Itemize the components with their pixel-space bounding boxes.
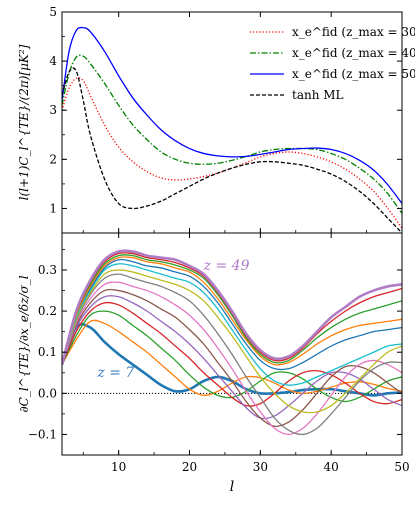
y-axis-label: l(l+1)C_l^{TE}/(2π)[μK²] — [17, 44, 31, 200]
y-tick-label: 5 — [49, 5, 57, 19]
x-tick-label: 10 — [111, 460, 126, 474]
bottom-panel: −0.1 0.0 0.1 0.2 0.3 10 20 30 40 50 l ∂C_l^{TE}/∂x_… — [17, 232, 410, 495]
series-line-0-2 — [62, 26, 402, 204]
legend-label: tanh ML — [292, 88, 344, 102]
legend-label: x_e^fid (z_max = 30) — [292, 25, 415, 39]
axes-frame — [61, 232, 403, 456]
legend-label: x_e^fid (z_max = 40) — [292, 46, 415, 60]
y-tick-label: 2 — [49, 152, 57, 166]
y-axis-label: ∂C_l^{TE}/∂x_e/δz/σ_l — [17, 275, 31, 412]
y-tick-label: 4 — [49, 54, 57, 68]
series-line-1-1 — [62, 319, 402, 397]
x-tick-label: 20 — [182, 460, 197, 474]
annotation-label-1: z = 7 — [96, 365, 134, 381]
series-line-1-7 — [62, 273, 402, 436]
series-line-1-11 — [62, 256, 402, 366]
y-tick-label: 0.0 — [38, 386, 57, 400]
series-line-1-14 — [62, 249, 402, 365]
series-line-1-5 — [62, 288, 402, 428]
top-panel: 1 2 3 4 5 l(l+1)C_l^{TE}/(2π)[μK²] x_e^fid (z_… — [17, 5, 415, 234]
series-line-1-12 — [62, 254, 402, 365]
series-line-0-0 — [62, 77, 402, 229]
annotation-label-0: z = 49 — [203, 258, 250, 274]
y-tick-label: 0.1 — [38, 345, 57, 359]
series-line-1-6 — [62, 281, 402, 436]
y-tick-label: 1 — [49, 201, 57, 215]
x-tick-label: 30 — [253, 460, 268, 474]
y-tick-label: 0.3 — [38, 263, 57, 277]
x-tick-label: 50 — [394, 460, 409, 474]
y-tick-label: 0.2 — [38, 304, 57, 318]
series-line-1-10 — [62, 258, 402, 371]
legend-label: x_e^fid (z_max = 50) — [292, 67, 415, 81]
x-tick-label: 40 — [324, 460, 339, 474]
series-line-1-9 — [62, 263, 402, 386]
series-line-1-8 — [62, 269, 402, 414]
x-axis-label: l — [230, 479, 234, 495]
series-line-1-4 — [62, 295, 402, 420]
series-line-1-3 — [62, 301, 402, 407]
y-tick-label: 3 — [49, 103, 57, 117]
y-tick-label: −0.1 — [28, 427, 57, 441]
series-line-0-3 — [62, 67, 402, 233]
series-line-0-1 — [62, 54, 402, 214]
